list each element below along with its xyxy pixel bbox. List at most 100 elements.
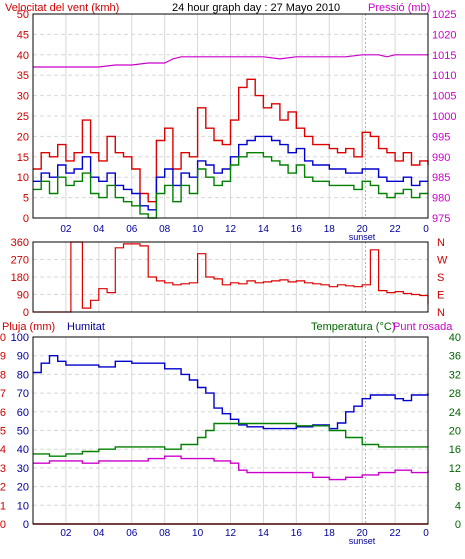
rain-tick: 6: [0, 407, 6, 419]
temperature-tick: 24: [449, 407, 461, 419]
rain-tick: 10: [0, 332, 6, 344]
wind-speed-tick: 40: [17, 50, 29, 62]
temperature-tick: 32: [449, 369, 461, 381]
dewpoint-axis-label: Punt rosada: [393, 321, 453, 333]
hour-tick-label: 08: [159, 224, 171, 235]
rain-tick: 2: [0, 482, 6, 494]
wind-speed-ticks: 0 5 10 15 20 25 30 35 40 45 50: [17, 9, 29, 225]
rain-tick: 5: [0, 426, 6, 438]
hour-tick-label: 20: [357, 224, 369, 235]
humidity-tick: 100: [11, 332, 29, 344]
temperature-tick: 36: [449, 351, 461, 363]
pressure-tick: 1000: [432, 111, 456, 123]
hour-tick-label: 16: [291, 528, 303, 539]
direction-degree-tick: 90: [17, 290, 29, 302]
rain-tick: 3: [0, 463, 6, 475]
humidity-tick: 60: [17, 407, 29, 419]
hour-tick-label: 0: [423, 224, 429, 235]
direction-plot-frame: [32, 241, 429, 313]
pressure-ticks: 975 980 985 990 995 1000 1005 1010 1015 1020 1025: [432, 9, 456, 225]
hour-tick-label: 04: [93, 224, 105, 235]
humidity-tick: 50: [17, 426, 29, 438]
direction-degree-tick: 360: [11, 237, 29, 249]
direction-degree-tick: 270: [11, 255, 29, 267]
hour-tick-label: 16: [291, 224, 303, 235]
chart-title: 24 hour graph day : 27 Mayo 2010: [172, 2, 340, 14]
wind-speed-tick: 15: [17, 152, 29, 164]
pressure-tick: 995: [432, 131, 450, 143]
hour-tick-label: 20: [357, 528, 369, 539]
wind-speed-tick: 5: [23, 193, 29, 205]
hour-tick-label: 14: [258, 528, 270, 539]
wind-speed-tick: 30: [17, 91, 29, 103]
hour-tick-label: 14: [258, 224, 270, 235]
pressure-tick: 1010: [432, 70, 456, 82]
pressure-tick: 985: [432, 172, 450, 184]
compass-tick: N: [437, 237, 445, 249]
wind-speed-tick: 20: [17, 131, 29, 143]
temperature-ticks: 0 4 8 12 16 20 24 28 32 36 40: [449, 332, 461, 531]
pressure-tick: 1025: [432, 9, 456, 21]
compass-tick: N: [437, 307, 445, 319]
wind-speed-tick: 35: [17, 70, 29, 82]
direction-degree-tick: 180: [11, 272, 29, 284]
series-velocitat-mitjana: [33, 135, 428, 211]
hour-tick-label: 12: [225, 224, 237, 235]
hour-tick-label: 06: [126, 528, 138, 539]
pressure-tick: 1015: [432, 50, 456, 62]
pressure-tick: 980: [432, 193, 450, 205]
wind-series: [33, 54, 429, 219]
rain-ticks: 0 1 2 3 4 5 6 7 8 9 10: [0, 332, 6, 531]
hour-tick-label: 08: [159, 528, 171, 539]
pressure-tick: 975: [432, 213, 450, 225]
pressure-tick: 1020: [432, 29, 456, 41]
rain-axis-label: Pluja (mm): [2, 321, 55, 333]
temperature-tick: 20: [449, 426, 461, 438]
direction-series: [33, 241, 429, 313]
temperature-tick: 16: [449, 444, 461, 456]
humidity-tick: 40: [17, 444, 29, 456]
temperature-tick: 4: [455, 500, 461, 512]
hour-tick-label: 04: [93, 528, 105, 539]
humidity-tick: 30: [17, 463, 29, 475]
temp-hour-ticks: 02 04 06 08 10 12 14 16 18 20 22 0: [60, 528, 429, 539]
compass-tick: S: [437, 272, 444, 284]
hour-tick-label: 22: [390, 528, 402, 539]
series-humitat: [33, 355, 429, 430]
hour-tick-label: 18: [324, 224, 336, 235]
hour-tick-label: 22: [390, 224, 402, 235]
temperature-tick: 8: [455, 482, 461, 494]
series-r-fega: [33, 78, 429, 203]
wind-speed-tick: 0: [23, 213, 29, 225]
pressure-tick: 990: [432, 152, 450, 164]
temp-plot-frame: [32, 336, 429, 525]
rain-tick: 7: [0, 388, 6, 400]
wind-speed-tick: 10: [17, 172, 29, 184]
rain-tick: 8: [0, 369, 6, 381]
humidity-axis-label: Humitat: [67, 321, 105, 333]
wind-speed-tick: 45: [17, 29, 29, 41]
temperature-tick: 28: [449, 388, 461, 400]
rain-tick: 0: [0, 519, 6, 531]
direction-degree-ticks: 0 90 180 270 360: [11, 237, 29, 319]
wind-speed-tick: 25: [17, 111, 29, 123]
pressure-axis-label: Pressió (mb): [368, 2, 430, 14]
wind-speed-tick: 50: [17, 9, 29, 21]
wind-hour-ticks: 02 04 06 08 10 12 14 16 18 20 22 0: [60, 224, 429, 235]
humidity-tick: 70: [17, 388, 29, 400]
compass-tick: E: [437, 290, 444, 302]
rain-tick: 4: [0, 444, 6, 456]
temperature-tick: 12: [449, 463, 461, 475]
hour-tick-label: 02: [60, 224, 72, 235]
hour-tick-label: 02: [60, 528, 72, 539]
direction-degree-tick: 0: [23, 307, 29, 319]
hour-tick-label: 12: [225, 528, 237, 539]
hour-tick-label: 10: [192, 224, 204, 235]
wind-speed-axis-label: Velocitat del vent (kmh): [5, 2, 119, 14]
series-vent: [33, 152, 428, 219]
hour-tick-label: 0: [423, 528, 429, 539]
sunset-label-bottom: sunset: [349, 536, 376, 546]
